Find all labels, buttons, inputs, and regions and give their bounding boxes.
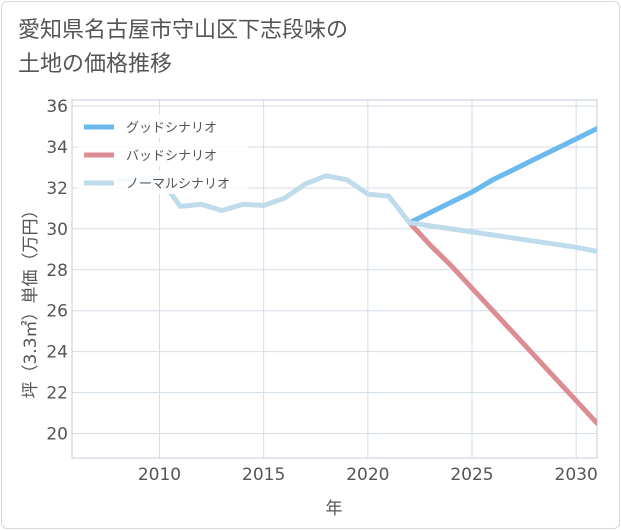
tick-labels: 20 22 24 26 28 30 32 34 36 2010 2015 2020 2025 2030: [46, 97, 597, 485]
y-tick-label: 34: [46, 138, 68, 158]
legend-label-bad: バッドシナリオ: [126, 149, 217, 164]
y-tick-label: 20: [46, 424, 68, 444]
y-tick-label: 28: [46, 261, 68, 281]
plot-frame: [71, 99, 598, 459]
legend-label-good: グッドシナリオ: [126, 121, 217, 136]
series-line-good: [407, 126, 597, 226]
y-tick-label: 30: [46, 220, 68, 240]
series-line-normal: [115, 173, 597, 254]
x-tick-label: 2020: [346, 465, 389, 485]
x-axis-title: 年: [326, 499, 343, 519]
x-tick-label: 2010: [138, 465, 181, 485]
y-tick-label: 22: [46, 384, 68, 404]
x-tick-label: 2025: [450, 465, 493, 485]
y-tick-label: 24: [46, 343, 68, 363]
y-tick-label: 36: [46, 97, 68, 117]
legend-label-normal: ノーマルシナリオ: [126, 177, 230, 192]
chart-title-line2: 土地の価格推移: [18, 52, 173, 77]
y-tick-label: 32: [46, 179, 68, 199]
y-tick-label: 26: [46, 302, 68, 322]
y-axis-title: 坪（3.3㎡）単価（万円）: [21, 201, 41, 398]
x-tick-label: 2015: [242, 465, 285, 485]
chart-title: 愛知県名古屋市守山区下志段味の 土地の価格推移: [18, 14, 348, 82]
x-tick-label: 2030: [555, 465, 598, 485]
series-group: [115, 126, 597, 426]
series-line-bad: [407, 220, 597, 426]
chart-title-line1: 愛知県名古屋市守山区下志段味の: [18, 18, 349, 43]
